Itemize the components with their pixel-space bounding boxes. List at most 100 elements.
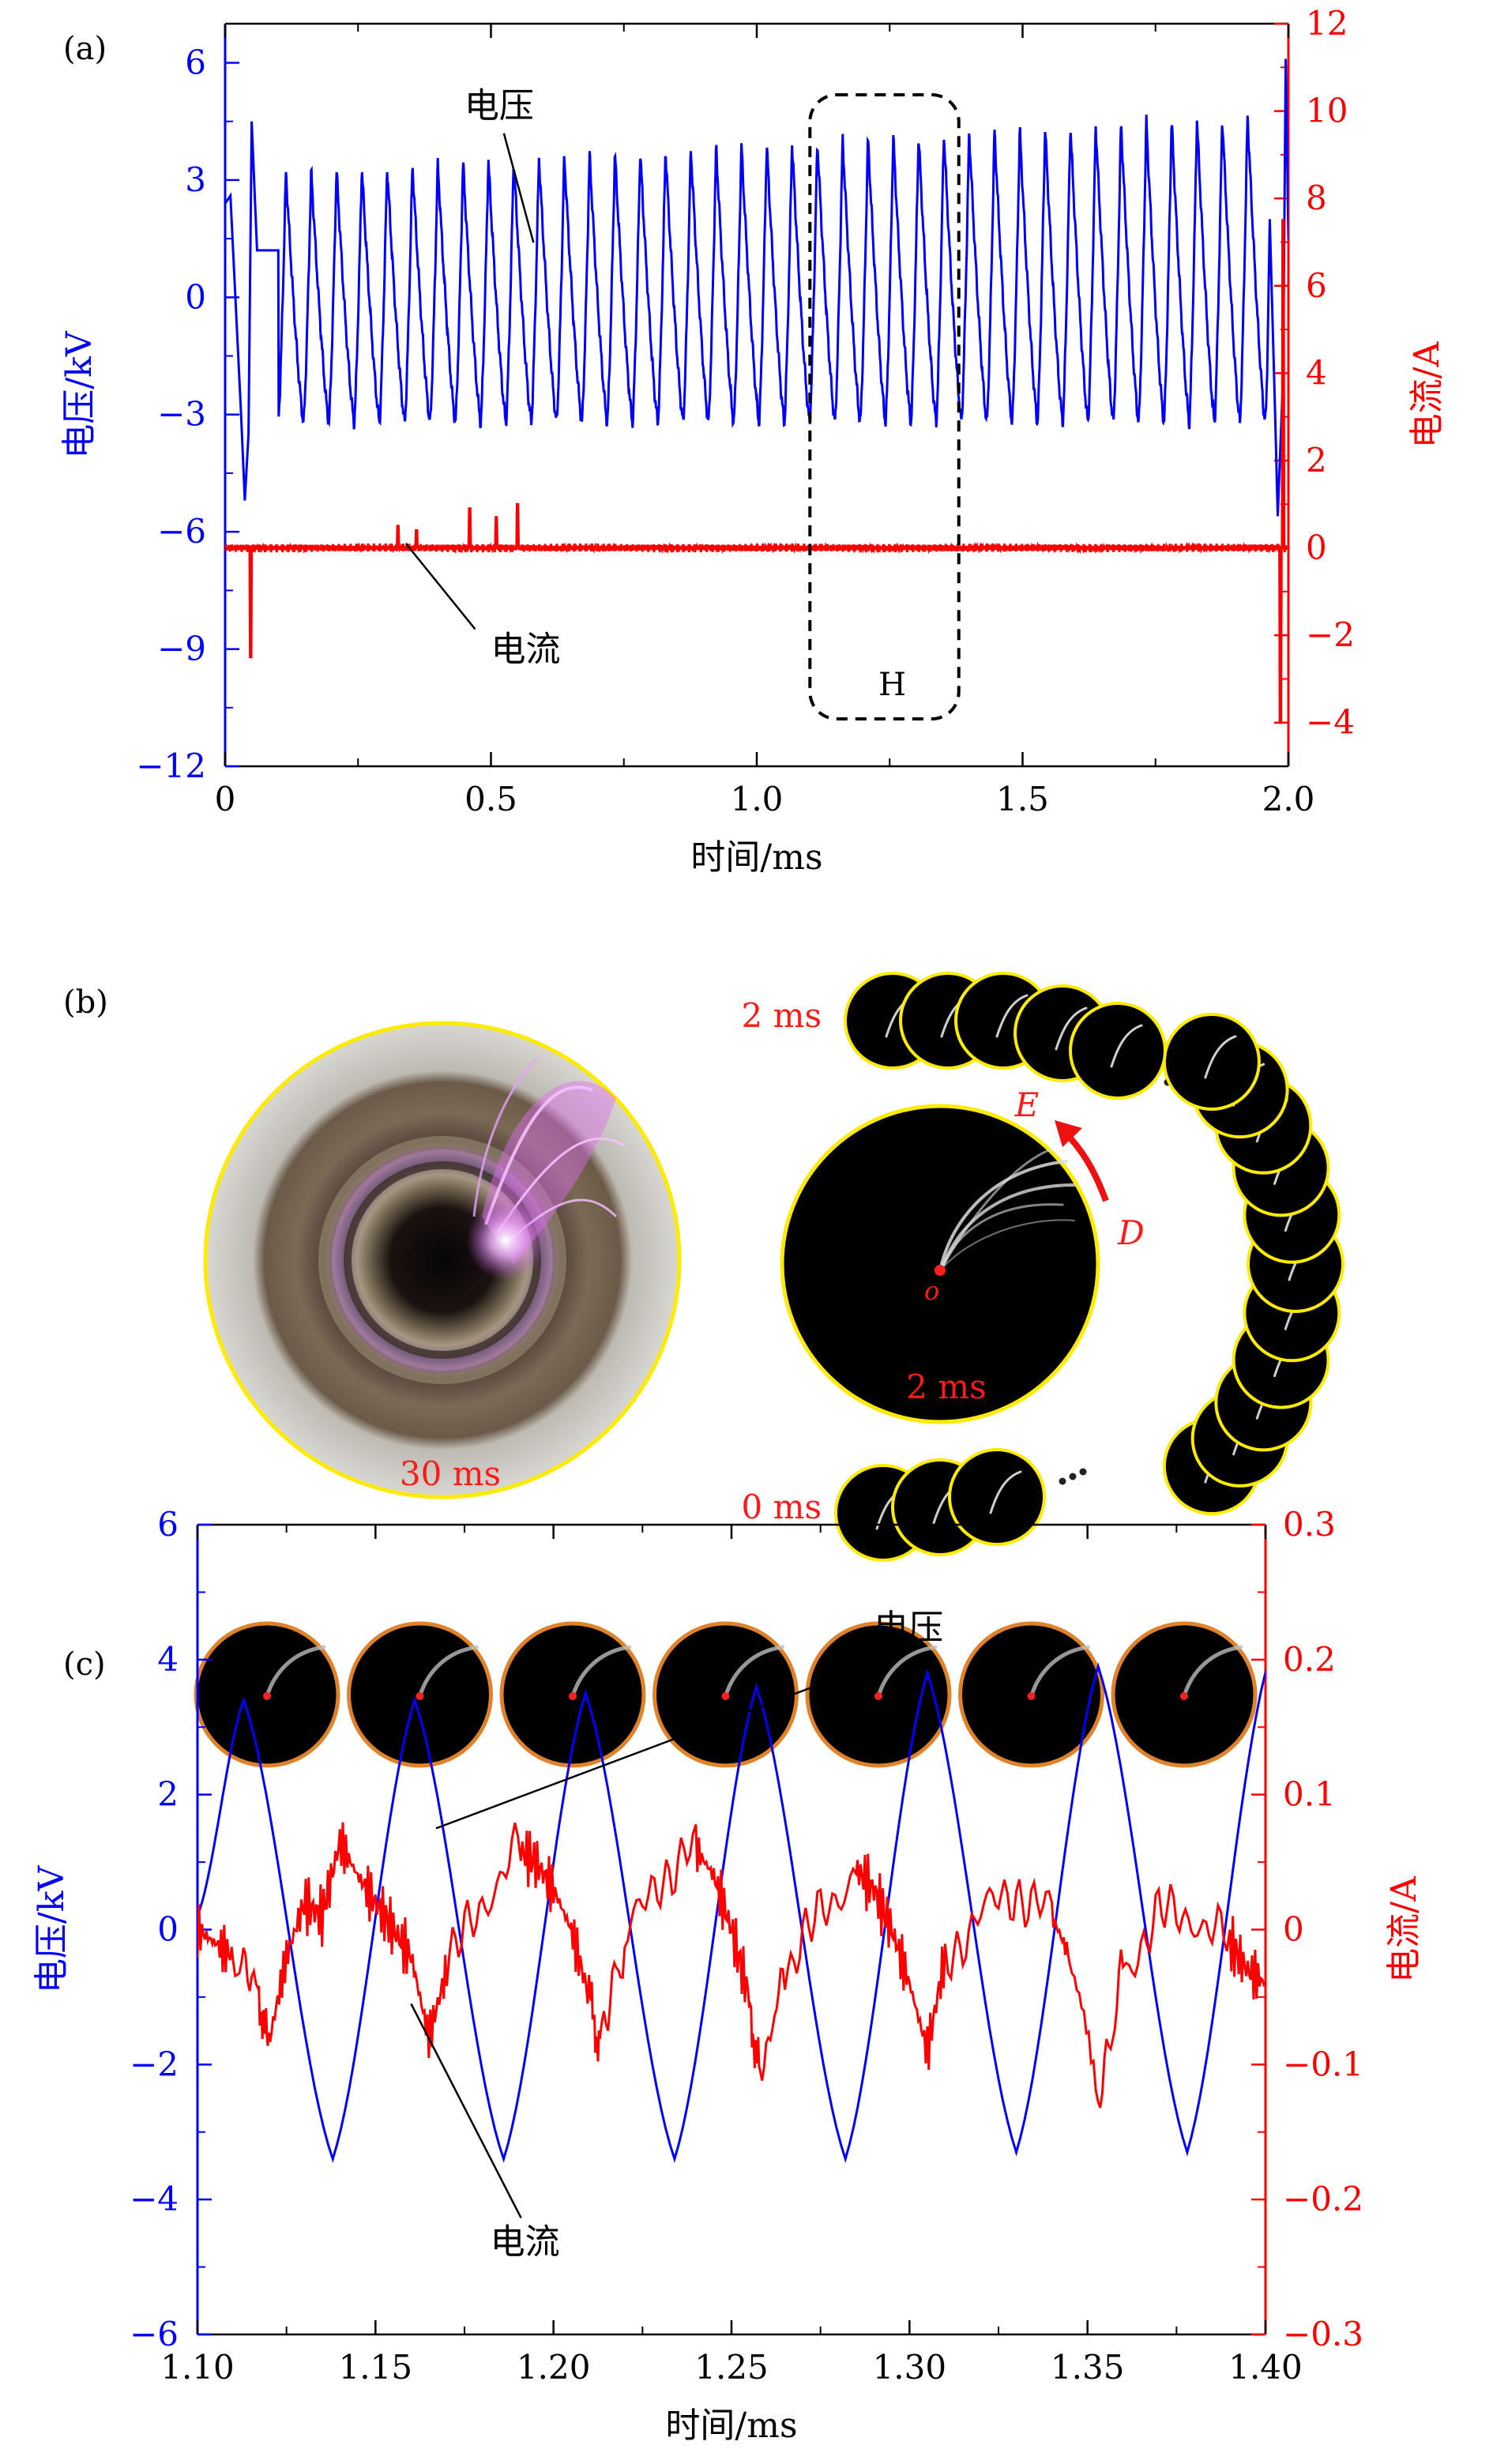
series-voltage-line — [225, 58, 1288, 517]
x-tick-label: 1.25 — [694, 2348, 769, 2387]
y-right-tick-label: 0.2 — [1283, 1640, 1336, 1679]
plot-area-c — [197, 1662, 1265, 2164]
annotation-leader — [435, 1654, 898, 1830]
row-frame-origin — [569, 1692, 577, 1700]
row-frame-origin — [1027, 1692, 1036, 1700]
ellipsis-dot — [1079, 1468, 1087, 1476]
panel-a-label: (a) — [63, 31, 107, 67]
row-frame — [958, 1621, 1104, 1768]
x-tick-label: 0 — [215, 780, 236, 818]
arc-frame-streak — [995, 994, 1029, 1038]
rotation-arrow — [1055, 1120, 1109, 1202]
end-time-label: 2 ms — [742, 996, 822, 1035]
frame-row — [194, 1621, 1258, 1768]
x-tick-label: 1.0 — [731, 780, 784, 818]
y-left-tick-label: 0 — [157, 1910, 179, 1949]
y-right-tick-label: 0 — [1306, 529, 1327, 567]
discharge-photo — [203, 1021, 682, 1499]
x-tick-label: 0.5 — [464, 780, 517, 818]
y-right-tick-label: 4 — [1306, 353, 1327, 392]
x-tick-label: 1.5 — [996, 780, 1049, 818]
x-tick-label: 1.10 — [160, 2348, 235, 2387]
y-right-tick-label: −0.3 — [1283, 2315, 1363, 2353]
row-frame — [652, 1621, 799, 1768]
row-frame-streak — [1029, 1645, 1090, 1698]
arc-frame — [1162, 1012, 1261, 1111]
center-frame — [780, 1104, 1100, 1424]
y-right-axis-label: 电流/A — [1407, 340, 1447, 448]
arc-frame-streak — [989, 1470, 1022, 1514]
arc-frame — [1069, 1002, 1167, 1100]
row-frame — [347, 1621, 493, 1768]
origin-point — [935, 1265, 946, 1276]
panel-c-plot: 1.10 1.15 1.20 1.25 1.30 1.35 1.40 6 4 2 0 −2 −4 −6 0.… — [32, 1505, 1424, 2446]
y-left-tick-label: 2 — [157, 1775, 179, 1814]
label-d: D — [1117, 1213, 1145, 1252]
row-frame-origin — [874, 1692, 882, 1700]
annotation-voltage: 电压 — [464, 86, 534, 126]
y-right-tick-label: 2 — [1306, 441, 1327, 480]
panel-a: (a) 0 0.5 1.0 1.5 2.0 6 3 0 −3 −6 −9 −12 12 10 8 6 4 2 0 −2… — [59, 4, 1447, 878]
frame-arc — [834, 972, 1344, 1562]
row-frame-origin — [1180, 1692, 1188, 1700]
series-current-line — [197, 1822, 1265, 2109]
y-left-axis-label: 电压/kV — [32, 1865, 72, 1993]
row-frame — [1111, 1621, 1258, 1768]
ellipsis-dot — [1059, 1477, 1066, 1485]
y-right-tick-label: −0.1 — [1283, 2045, 1363, 2083]
row-frame-streak — [265, 1645, 326, 1698]
y-left-tick-label: −6 — [130, 2315, 179, 2353]
panel-a-plot: 0 0.5 1.0 1.5 2.0 6 3 0 −3 −6 −9 −12 12 10 8 6 4 2 0 −2 −4 时间… — [59, 4, 1447, 878]
y-right-tick-label: −4 — [1306, 703, 1355, 742]
row-frame — [499, 1621, 646, 1768]
x-tick-label: 1.15 — [339, 2348, 413, 2387]
row-frame-origin — [263, 1692, 271, 1700]
x-axis-label: 时间/ms — [665, 2406, 797, 2446]
y-left-axis-label: 电压/kV — [59, 330, 100, 458]
annotation-current: 电流 — [491, 2222, 560, 2263]
panel-b: (b) 30 ms 2 ms o — [63, 972, 1344, 1562]
y-left-tick-label: −3 — [157, 395, 206, 434]
ellipsis-dot — [1069, 1473, 1077, 1480]
center-time-label: 2 ms — [906, 1367, 986, 1406]
panel-c-label: (c) — [63, 1646, 106, 1683]
y-right-tick-label: 10 — [1306, 92, 1348, 130]
y-left-tick-label: 4 — [157, 1640, 179, 1679]
y-right-tick-label: 12 — [1306, 4, 1348, 43]
plot-area-a — [225, 58, 1288, 724]
label-e: E — [1014, 1085, 1040, 1124]
y-right-tick-label: −0.2 — [1283, 2180, 1363, 2218]
x-tick-label: 1.30 — [873, 2348, 947, 2387]
y-right-tick-label: 6 — [1306, 266, 1327, 305]
y-right-axis-label: 电流/A — [1384, 1875, 1424, 1983]
y-right-tick-label: 0 — [1283, 1910, 1304, 1949]
row-frame-streak — [876, 1645, 938, 1698]
annotation-leader — [502, 133, 535, 243]
row-frame-streak — [1182, 1645, 1243, 1698]
y-left-tick-label: −2 — [130, 2045, 179, 2083]
y-left-tick-label: −6 — [157, 512, 206, 551]
annotation-current: 电流 — [491, 629, 561, 669]
row-frame — [194, 1621, 340, 1768]
arc-frame — [948, 1448, 1046, 1546]
y-left-tick-label: −4 — [130, 2180, 179, 2218]
region-h-box — [808, 93, 961, 720]
y-left-tick-label: 6 — [185, 43, 206, 81]
y-right-tick-label: −2 — [1306, 615, 1355, 654]
series-voltage-line — [197, 1662, 1265, 2164]
y-right-tick-label: 0.3 — [1283, 1505, 1336, 1544]
x-tick-label: 1.40 — [1228, 2348, 1303, 2387]
row-frame-streak — [724, 1645, 784, 1698]
row-frame-origin — [721, 1692, 730, 1700]
arc-frame-streak — [1110, 1024, 1143, 1068]
y-left-tick-label: 0 — [185, 277, 206, 316]
y-left-tick-label: −9 — [157, 630, 206, 668]
row-frame-origin — [416, 1692, 424, 1700]
arc-frame-streak — [1204, 1035, 1237, 1079]
y-left-tick-label: −12 — [136, 747, 206, 785]
y-right-tick-label: 8 — [1306, 179, 1327, 217]
annotation-voltage: 电压 — [874, 1608, 943, 1648]
annotation-leader — [404, 543, 476, 630]
x-tick-label: 1.35 — [1051, 2348, 1125, 2387]
